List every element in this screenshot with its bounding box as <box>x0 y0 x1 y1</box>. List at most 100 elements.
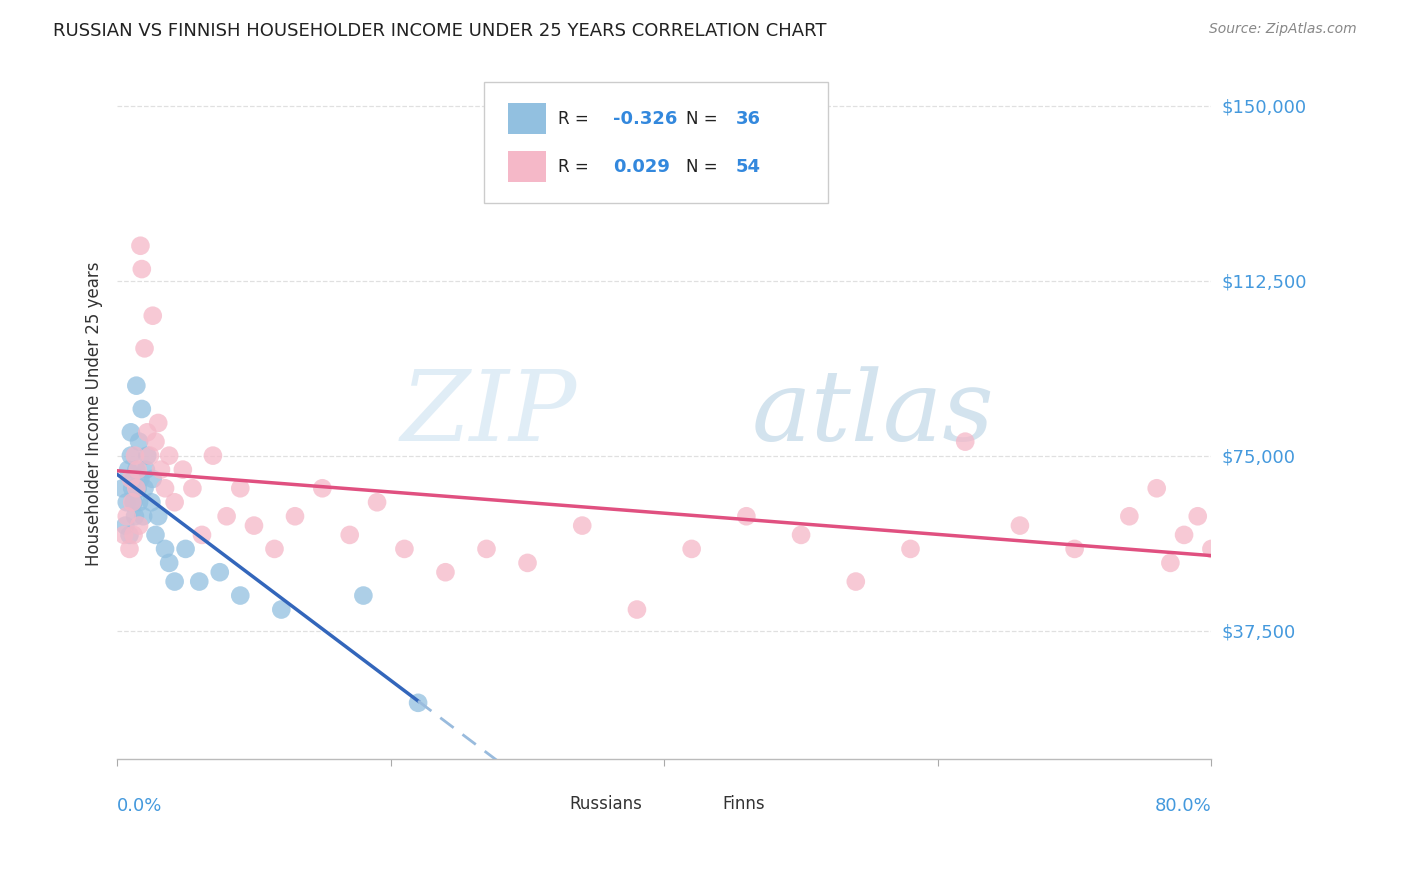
Point <box>188 574 211 589</box>
Point <box>172 462 194 476</box>
Point <box>406 696 429 710</box>
Point <box>118 528 141 542</box>
Text: ZIP: ZIP <box>401 366 576 461</box>
Point <box>681 541 703 556</box>
Point <box>394 541 416 556</box>
Point <box>128 495 150 509</box>
Point <box>139 449 162 463</box>
Point <box>215 509 238 524</box>
Point <box>142 472 165 486</box>
Point <box>366 495 388 509</box>
Point <box>1008 518 1031 533</box>
Point <box>118 541 141 556</box>
Point <box>229 589 252 603</box>
Text: N =: N = <box>686 110 723 128</box>
Point <box>135 462 157 476</box>
Point <box>145 434 167 449</box>
Point <box>1201 541 1223 556</box>
Point <box>141 495 163 509</box>
Text: 36: 36 <box>735 110 761 128</box>
Text: RUSSIAN VS FINNISH HOUSEHOLDER INCOME UNDER 25 YEARS CORRELATION CHART: RUSSIAN VS FINNISH HOUSEHOLDER INCOME UN… <box>53 22 827 40</box>
Point <box>1173 528 1195 542</box>
Point <box>626 602 648 616</box>
FancyBboxPatch shape <box>686 789 717 817</box>
Point <box>115 495 138 509</box>
Point <box>127 481 149 495</box>
Point <box>153 541 176 556</box>
Point <box>128 518 150 533</box>
Point <box>157 556 180 570</box>
FancyBboxPatch shape <box>533 789 564 817</box>
FancyBboxPatch shape <box>484 82 828 203</box>
Text: -0.326: -0.326 <box>613 110 678 128</box>
Point <box>136 425 159 440</box>
Point <box>149 462 172 476</box>
Point <box>311 481 333 495</box>
Point <box>131 262 153 277</box>
Point <box>129 472 152 486</box>
Point <box>900 541 922 556</box>
Point <box>122 495 145 509</box>
Point <box>115 509 138 524</box>
Text: R =: R = <box>558 110 595 128</box>
Text: 54: 54 <box>735 158 761 176</box>
Point <box>124 509 146 524</box>
Point <box>1063 541 1085 556</box>
Text: R =: R = <box>558 158 595 176</box>
Point <box>128 434 150 449</box>
Point <box>132 509 155 524</box>
Point <box>136 449 159 463</box>
FancyBboxPatch shape <box>508 103 546 134</box>
Text: atlas: atlas <box>752 366 994 461</box>
Text: Finns: Finns <box>723 795 765 813</box>
Point <box>125 378 148 392</box>
Y-axis label: Householder Income Under 25 years: Householder Income Under 25 years <box>86 261 103 566</box>
Point <box>112 528 135 542</box>
Point <box>339 528 361 542</box>
Point <box>174 541 197 556</box>
Point <box>125 481 148 495</box>
Point <box>284 509 307 524</box>
Point <box>111 481 134 495</box>
Point <box>1146 481 1168 495</box>
Point <box>352 589 374 603</box>
Point <box>163 574 186 589</box>
Point <box>243 518 266 533</box>
Point <box>142 309 165 323</box>
Point <box>125 462 148 476</box>
Point <box>845 574 868 589</box>
Point <box>157 449 180 463</box>
Point <box>122 472 145 486</box>
Text: Source: ZipAtlas.com: Source: ZipAtlas.com <box>1209 22 1357 37</box>
Text: 0.0%: 0.0% <box>117 797 163 814</box>
Point <box>148 509 170 524</box>
Point <box>953 434 976 449</box>
Point <box>120 472 142 486</box>
Text: 0.029: 0.029 <box>613 158 669 176</box>
Point <box>127 462 149 476</box>
Point <box>201 449 224 463</box>
Point <box>1118 509 1140 524</box>
Point <box>735 509 758 524</box>
Point <box>120 449 142 463</box>
Point <box>516 556 538 570</box>
Text: N =: N = <box>686 158 723 176</box>
Text: 80.0%: 80.0% <box>1154 797 1212 814</box>
Point <box>263 541 285 556</box>
Point <box>181 481 204 495</box>
Point <box>117 462 139 476</box>
Point <box>229 481 252 495</box>
Point <box>208 566 231 580</box>
Point <box>134 481 156 495</box>
Point <box>191 528 214 542</box>
Point <box>131 402 153 417</box>
Point <box>121 481 143 495</box>
Point <box>163 495 186 509</box>
Point <box>145 528 167 542</box>
Point <box>122 528 145 542</box>
Point <box>1159 556 1181 570</box>
Point <box>121 495 143 509</box>
Point <box>475 541 498 556</box>
Point <box>124 449 146 463</box>
Point <box>120 425 142 440</box>
